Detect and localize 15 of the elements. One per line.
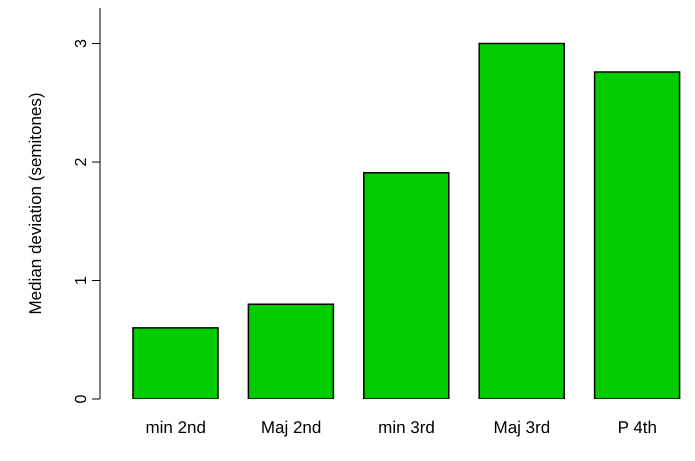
bar [594, 71, 680, 399]
bar [132, 327, 219, 399]
bar [478, 42, 565, 399]
bar [363, 172, 450, 399]
y-tick-label: 0 [73, 394, 90, 404]
x-tick-label: Maj 2nd [260, 418, 322, 438]
y-tick-label: 1 [73, 276, 90, 285]
x-tick-label: min 3rd [378, 418, 435, 438]
bar [248, 303, 334, 399]
y-tick-label: 2 [73, 157, 90, 166]
x-tick-label: Maj 3rd [494, 418, 550, 438]
x-tick-label: P 4th [618, 418, 657, 438]
y-axis-title: Median deviation (semitones) [26, 92, 46, 315]
y-tick-label: 3 [73, 39, 90, 48]
x-tick-label: min 2nd [145, 418, 206, 438]
